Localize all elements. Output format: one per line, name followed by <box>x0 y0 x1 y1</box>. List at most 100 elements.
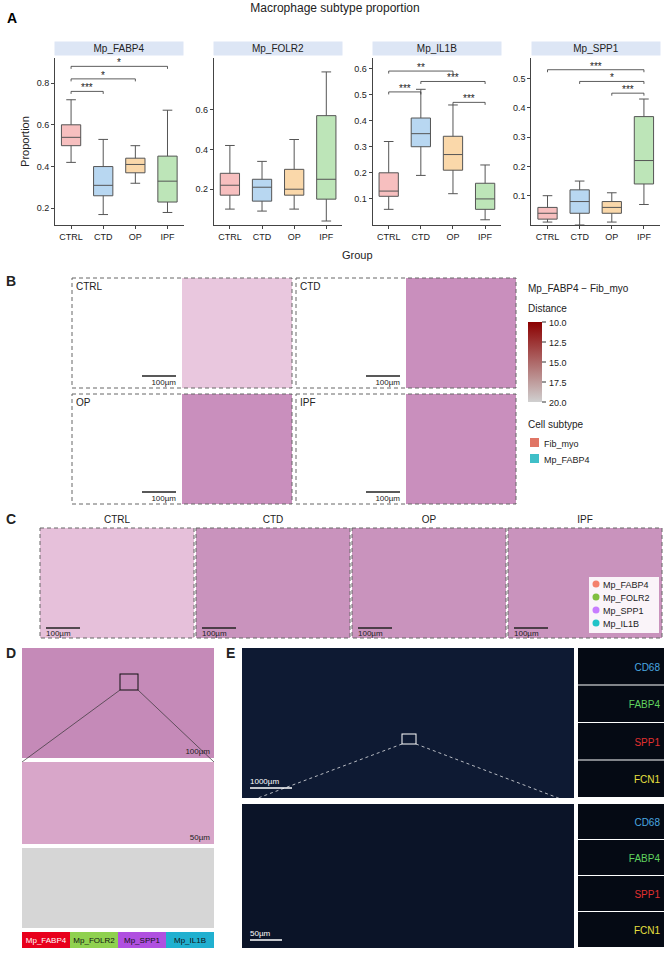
svg-text:0.2: 0.2 <box>195 184 208 194</box>
svg-text:100µm: 100µm <box>358 629 383 638</box>
svg-text:CD68: CD68 <box>634 817 660 828</box>
svg-text:Mp_FABP4: Mp_FABP4 <box>603 580 649 590</box>
svg-text:100µm: 100µm <box>151 378 176 387</box>
svg-text:***: *** <box>622 84 634 95</box>
svg-text:OP: OP <box>288 232 301 242</box>
svg-text:CTRL: CTRL <box>377 232 401 242</box>
svg-text:**: ** <box>417 62 425 73</box>
svg-text:***: *** <box>399 83 411 94</box>
svg-text:Mp_FABP4: Mp_FABP4 <box>93 43 144 54</box>
svg-text:0.1: 0.1 <box>354 194 367 204</box>
svg-text:***: *** <box>81 82 93 93</box>
svg-text:B: B <box>6 273 16 289</box>
svg-text:Fib_myo: Fib_myo <box>544 439 579 449</box>
svg-text:Mp_FABP4: Mp_FABP4 <box>26 936 67 945</box>
svg-text:0.4: 0.4 <box>354 116 367 126</box>
svg-text:IPF: IPF <box>300 397 316 408</box>
svg-text:0.2: 0.2 <box>354 168 367 178</box>
svg-text:100µm: 100µm <box>375 494 400 503</box>
svg-text:10.0: 10.0 <box>549 318 567 328</box>
svg-text:Mp_FOLR2: Mp_FOLR2 <box>603 593 650 603</box>
svg-text:OP: OP <box>76 397 91 408</box>
svg-text:OP: OP <box>446 232 459 242</box>
svg-text:CD68: CD68 <box>634 662 660 673</box>
svg-text:CTRL: CTRL <box>59 232 83 242</box>
svg-text:0.3: 0.3 <box>354 142 367 152</box>
svg-text:SPP1: SPP1 <box>634 889 660 900</box>
svg-text:100µm: 100µm <box>202 629 227 638</box>
svg-text:100µm: 100µm <box>151 494 176 503</box>
svg-text:CTRL: CTRL <box>218 232 242 242</box>
svg-text:IPF: IPF <box>478 232 493 242</box>
svg-text:12.5: 12.5 <box>549 338 567 348</box>
svg-text:100µm: 100µm <box>46 629 71 638</box>
svg-text:17.5: 17.5 <box>549 378 567 388</box>
svg-text:IPF: IPF <box>319 232 334 242</box>
svg-text:D: D <box>6 645 16 661</box>
svg-text:CTD: CTD <box>94 232 113 242</box>
svg-text:0.6: 0.6 <box>195 105 208 115</box>
svg-text:100µm: 100µm <box>514 629 539 638</box>
svg-text:Mp_FOLR2: Mp_FOLR2 <box>73 936 115 945</box>
svg-text:FABP4: FABP4 <box>629 853 661 864</box>
svg-text:C: C <box>6 511 16 527</box>
svg-text:1000µm: 1000µm <box>250 777 279 786</box>
svg-text:***: *** <box>447 72 459 83</box>
svg-text:0.8: 0.8 <box>37 78 50 88</box>
svg-text:0.4: 0.4 <box>195 145 208 155</box>
svg-text:E: E <box>226 645 235 661</box>
svg-text:*: * <box>117 57 121 68</box>
svg-text:OP: OP <box>422 514 437 525</box>
svg-text:50µm: 50µm <box>250 929 271 938</box>
svg-text:IPF: IPF <box>637 232 652 242</box>
svg-text:***: *** <box>463 93 475 104</box>
svg-text:Macrophage subtype proportion: Macrophage subtype proportion <box>250 1 419 15</box>
svg-text:50µm: 50µm <box>190 833 211 842</box>
svg-text:0.2: 0.2 <box>513 162 526 172</box>
svg-text:FCN1: FCN1 <box>634 774 661 785</box>
svg-text:CTD: CTD <box>263 514 284 525</box>
svg-text:FCN1: FCN1 <box>634 925 661 936</box>
svg-text:0.2: 0.2 <box>37 203 50 213</box>
svg-text:OP: OP <box>129 232 142 242</box>
svg-text:Mp_IL1B: Mp_IL1B <box>603 619 639 629</box>
svg-text:Group: Group <box>342 249 373 261</box>
svg-text:20.0: 20.0 <box>549 398 567 408</box>
svg-text:0.3: 0.3 <box>513 132 526 142</box>
svg-text:Mp_IL1B: Mp_IL1B <box>417 43 457 54</box>
svg-text:Distance: Distance <box>528 303 567 314</box>
svg-text:FABP4: FABP4 <box>629 699 661 710</box>
svg-text:0.5: 0.5 <box>513 74 526 84</box>
svg-text:Mp_FOLR2: Mp_FOLR2 <box>252 43 304 54</box>
svg-text:Mp_IL1B: Mp_IL1B <box>174 936 206 945</box>
svg-text:0.5: 0.5 <box>354 90 367 100</box>
svg-text:Mp_SPP1: Mp_SPP1 <box>573 43 618 54</box>
svg-text:CTRL: CTRL <box>76 281 103 292</box>
svg-text:IPF: IPF <box>160 232 175 242</box>
svg-text:Mp_SPP1: Mp_SPP1 <box>124 936 161 945</box>
svg-text:CTD: CTD <box>570 232 589 242</box>
svg-text:*: * <box>610 72 614 83</box>
svg-text:Mp_SPP1: Mp_SPP1 <box>603 606 644 616</box>
svg-text:0.4: 0.4 <box>513 103 526 113</box>
svg-text:SPP1: SPP1 <box>634 737 660 748</box>
svg-text:Cell subtype: Cell subtype <box>528 419 583 430</box>
svg-text:0.1: 0.1 <box>513 191 526 201</box>
svg-text:0.4: 0.4 <box>37 162 50 172</box>
svg-text:CTD: CTD <box>300 281 321 292</box>
svg-text:100µm: 100µm <box>185 747 210 756</box>
svg-text:IPF: IPF <box>577 514 593 525</box>
svg-text:CTRL: CTRL <box>104 514 131 525</box>
svg-text:CTD: CTD <box>412 232 431 242</box>
svg-text:0.6: 0.6 <box>37 120 50 130</box>
svg-text:Mp_FABP4 − Fib_myo: Mp_FABP4 − Fib_myo <box>528 283 629 294</box>
svg-text:Mp_FABP4: Mp_FABP4 <box>544 455 590 465</box>
svg-text:0.6: 0.6 <box>354 64 367 74</box>
svg-text:***: *** <box>590 61 602 72</box>
svg-text:CTRL: CTRL <box>536 232 560 242</box>
svg-text:15.0: 15.0 <box>549 358 567 368</box>
svg-text:Proportion: Proportion <box>19 116 31 167</box>
svg-text:CTD: CTD <box>253 232 272 242</box>
svg-text:*: * <box>101 70 105 81</box>
svg-text:100µm: 100µm <box>375 378 400 387</box>
